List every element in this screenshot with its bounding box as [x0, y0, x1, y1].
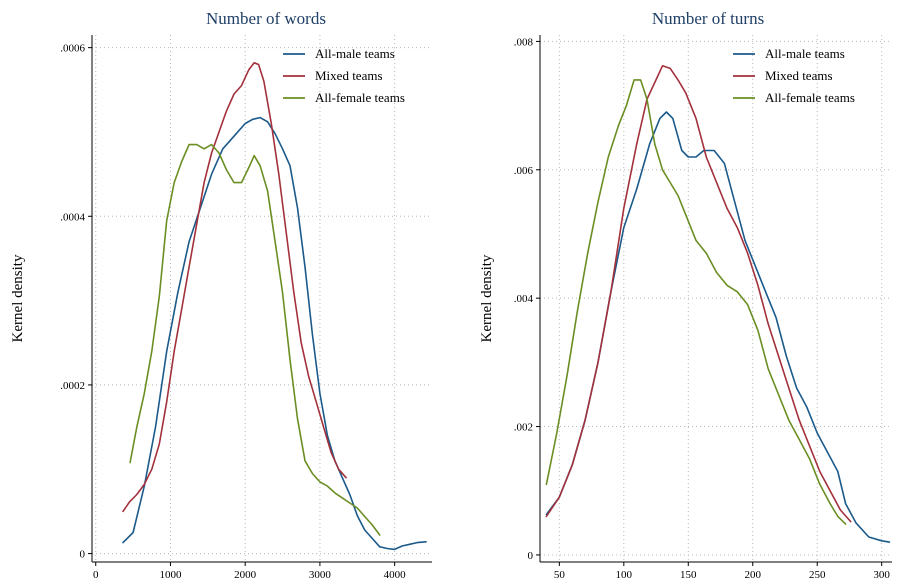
- chart-title: Number of turns: [652, 9, 764, 28]
- x-tick-label: 300: [873, 569, 890, 581]
- series-line-mixed-teams: [122, 62, 347, 513]
- series-line-mixed-teams: [545, 65, 852, 523]
- y-tick-label: 0: [528, 550, 534, 562]
- y-tick-label: .002: [514, 422, 533, 434]
- x-tick-label: 150: [680, 569, 697, 581]
- series-line-all-female-teams: [545, 79, 847, 525]
- legend-label: All-female teams: [315, 90, 405, 105]
- x-tick-label: 1000: [159, 569, 182, 581]
- legend-label: All-female teams: [765, 90, 855, 105]
- x-tick-label: 250: [809, 569, 826, 581]
- chart-title: Number of words: [206, 9, 326, 28]
- y-tick-label: .008: [514, 36, 534, 48]
- x-tick-label: 100: [616, 569, 633, 581]
- x-tick-label: 50: [554, 569, 566, 581]
- legend-label: Mixed teams: [765, 68, 833, 83]
- x-tick-label: 200: [744, 569, 761, 581]
- legend-label: All-male teams: [315, 46, 395, 61]
- x-tick-label: 2000: [234, 569, 257, 581]
- y-tick-label: .0004: [60, 211, 85, 223]
- x-tick-label: 0: [93, 569, 99, 581]
- series-line-all-male-teams: [545, 111, 891, 543]
- series-line-all-female-teams: [129, 143, 381, 536]
- y-tick-label: .004: [514, 293, 534, 305]
- y-axis-label: Kernel density: [479, 254, 495, 342]
- chart-panel-words: 0 1000 2000 3000 4000 0 .0002 .0004 .0006 Number …: [10, 9, 432, 581]
- y-axis-label: Kernel density: [10, 254, 26, 342]
- legend-label: All-male teams: [765, 46, 845, 61]
- legend-label: Mixed teams: [315, 68, 383, 83]
- series-line-all-male-teams: [122, 116, 427, 551]
- y-tick-label: 0: [80, 549, 86, 561]
- x-tick-label: 3000: [309, 569, 332, 581]
- chart-panel-turns: 50 100 150 200 250 300 0 .002 .004 .006 .008 Number…: [479, 9, 892, 581]
- y-tick-label: .006: [514, 165, 534, 177]
- y-tick-label: .0002: [60, 380, 85, 392]
- x-tick-label: 4000: [384, 569, 407, 581]
- y-tick-label: .0006: [60, 43, 85, 55]
